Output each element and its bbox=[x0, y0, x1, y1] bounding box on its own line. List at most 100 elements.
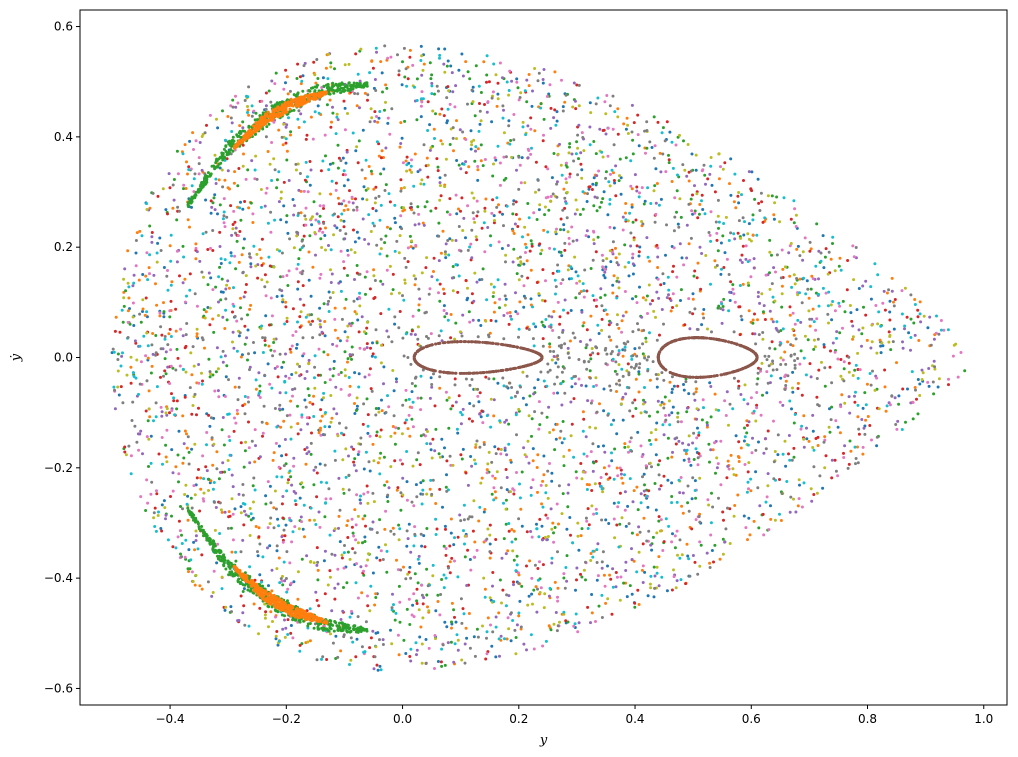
chaotic-point bbox=[659, 484, 663, 488]
chaotic-point bbox=[614, 571, 618, 574]
chaotic-point bbox=[890, 276, 894, 280]
chaotic-point bbox=[772, 477, 776, 481]
chaotic-point bbox=[529, 239, 533, 243]
chaotic-point bbox=[490, 460, 494, 464]
chaotic-point bbox=[221, 360, 225, 364]
chaotic-point bbox=[572, 159, 576, 163]
chaotic-point bbox=[811, 429, 815, 433]
chaotic-point bbox=[869, 346, 873, 350]
chaotic-point bbox=[571, 105, 575, 109]
chaotic-point bbox=[865, 382, 869, 386]
chaotic-point bbox=[370, 389, 374, 393]
chaotic-point bbox=[176, 453, 180, 457]
chaotic-point bbox=[483, 587, 487, 591]
chaotic-point bbox=[798, 483, 801, 487]
chaotic-point bbox=[781, 403, 785, 407]
chaotic-point bbox=[719, 307, 723, 310]
chaotic-point bbox=[538, 423, 542, 427]
chaotic-point bbox=[692, 431, 696, 435]
chaotic-point bbox=[213, 208, 217, 212]
chaotic-point bbox=[187, 168, 191, 172]
chaotic-point bbox=[322, 302, 326, 306]
chaotic-point bbox=[275, 567, 279, 571]
chaotic-point bbox=[386, 493, 390, 497]
chaotic-point bbox=[624, 569, 628, 572]
chaotic-point bbox=[376, 120, 380, 124]
chaotic-point bbox=[909, 293, 913, 297]
chaotic-point bbox=[834, 419, 838, 423]
chaotic-point bbox=[272, 526, 276, 530]
chaotic-point bbox=[617, 363, 621, 367]
chaotic-point bbox=[247, 113, 251, 117]
chaotic-point bbox=[280, 294, 284, 298]
chaotic-point bbox=[269, 230, 273, 234]
chaotic-point bbox=[486, 226, 490, 229]
chaotic-point bbox=[519, 91, 523, 95]
chaotic-point bbox=[161, 462, 164, 466]
chaotic-point bbox=[186, 518, 190, 522]
chaotic-point bbox=[517, 581, 521, 585]
chaotic-point bbox=[246, 168, 250, 172]
chaotic-point bbox=[854, 462, 857, 466]
chaotic-point bbox=[116, 358, 120, 361]
chaotic-point bbox=[887, 330, 891, 334]
chaotic-point bbox=[444, 547, 448, 550]
chaotic-point bbox=[904, 420, 907, 424]
chaotic-point bbox=[601, 155, 605, 159]
chaotic-point bbox=[918, 312, 922, 316]
chaotic-point bbox=[433, 449, 437, 453]
chaotic-point bbox=[856, 403, 860, 407]
chaotic-point bbox=[150, 240, 154, 244]
chaotic-point bbox=[484, 657, 488, 661]
chaotic-point bbox=[887, 340, 891, 344]
chaotic-point bbox=[280, 135, 284, 139]
chaotic-point bbox=[299, 211, 303, 215]
chaotic-point bbox=[547, 405, 551, 409]
chaotic-point bbox=[264, 502, 268, 506]
chaotic-point bbox=[286, 587, 290, 591]
chaotic-point bbox=[232, 181, 236, 185]
chaotic-point bbox=[336, 434, 340, 438]
chaotic-point bbox=[417, 308, 421, 312]
chaotic-point bbox=[728, 507, 732, 511]
chaotic-point bbox=[548, 431, 552, 434]
chaotic-point bbox=[416, 396, 420, 400]
chaotic-point bbox=[220, 168, 224, 172]
chaotic-point bbox=[694, 518, 698, 522]
chaotic-point bbox=[653, 574, 657, 578]
chaotic-point bbox=[609, 388, 613, 392]
chaotic-point bbox=[208, 424, 212, 428]
chaotic-point bbox=[253, 428, 257, 432]
chaotic-point bbox=[871, 369, 874, 373]
chaotic-point bbox=[556, 599, 560, 603]
chaotic-point bbox=[362, 347, 366, 351]
chaotic-point bbox=[181, 414, 185, 418]
chaotic-point bbox=[531, 602, 534, 606]
chaotic-point bbox=[319, 272, 323, 276]
chaotic-point bbox=[279, 190, 283, 194]
chaotic-point bbox=[439, 251, 443, 255]
chaotic-point bbox=[244, 177, 248, 181]
chaotic-point bbox=[343, 63, 347, 67]
chaotic-point bbox=[295, 343, 299, 346]
chaotic-point bbox=[193, 292, 197, 296]
chaotic-point bbox=[537, 71, 541, 75]
chaotic-point bbox=[362, 569, 365, 573]
chaotic-point bbox=[454, 321, 458, 325]
chaotic-point bbox=[530, 417, 534, 421]
chaotic-point bbox=[295, 346, 298, 350]
chaotic-point bbox=[281, 143, 285, 147]
chaotic-point bbox=[709, 156, 713, 159]
chaotic-point bbox=[831, 235, 835, 239]
chaotic-point bbox=[276, 517, 280, 521]
chaotic-point bbox=[608, 202, 612, 206]
chaotic-point bbox=[582, 289, 586, 293]
chaotic-point bbox=[429, 376, 433, 380]
chaotic-point bbox=[388, 200, 392, 204]
chaotic-point bbox=[168, 309, 172, 313]
chaotic-point bbox=[913, 303, 917, 306]
chaotic-point bbox=[248, 365, 252, 369]
chaotic-point bbox=[415, 602, 419, 605]
chaotic-point bbox=[643, 386, 646, 389]
chaotic-point bbox=[790, 458, 794, 462]
